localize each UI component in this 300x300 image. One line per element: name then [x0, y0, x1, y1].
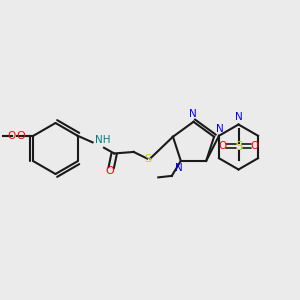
- Text: S: S: [235, 140, 242, 153]
- Text: S: S: [144, 154, 151, 164]
- Text: O: O: [250, 141, 259, 151]
- Text: N: N: [216, 124, 224, 134]
- Text: O: O: [7, 131, 15, 141]
- Text: O: O: [16, 131, 25, 141]
- Text: N: N: [189, 109, 197, 119]
- Text: N: N: [235, 112, 242, 122]
- Text: N: N: [175, 163, 183, 173]
- Text: O: O: [105, 167, 114, 176]
- Text: O: O: [218, 141, 226, 151]
- Text: NH: NH: [95, 135, 110, 145]
